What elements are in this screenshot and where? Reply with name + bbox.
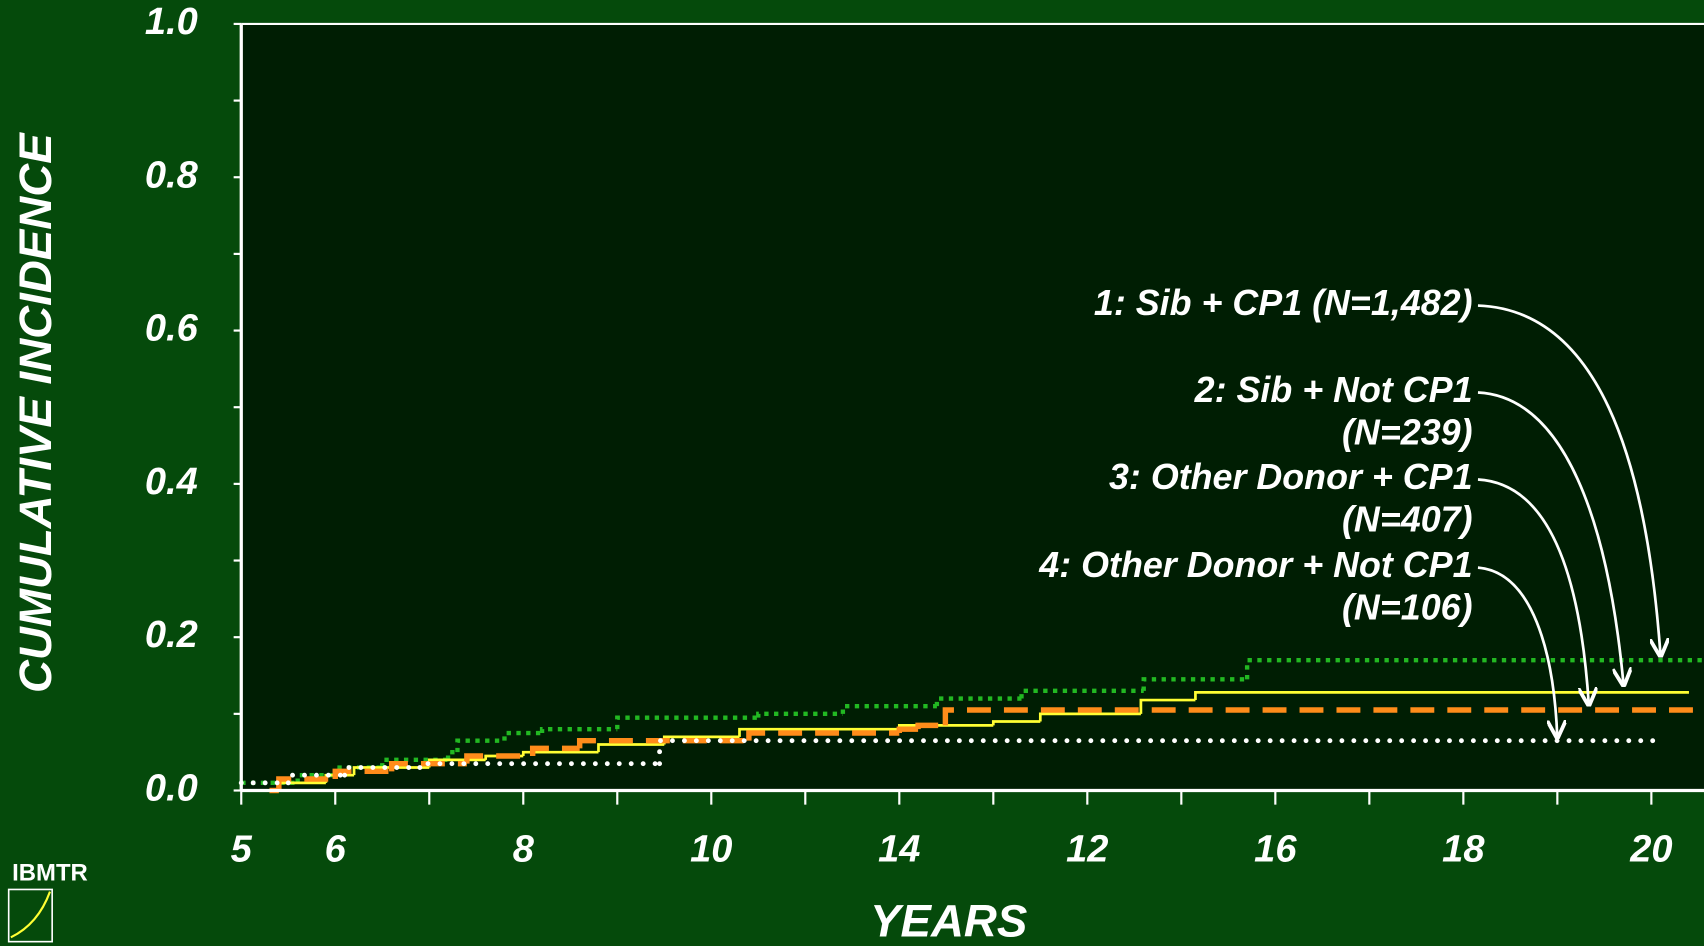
- step-segment: [1038, 712, 1141, 722]
- x-tick-label: 16: [1254, 828, 1297, 870]
- step-segment: [840, 704, 937, 714]
- step-segment: [991, 720, 1041, 726]
- step-segment: [342, 765, 423, 778]
- arrow: [1477, 391, 1624, 685]
- step-segment: [896, 726, 919, 734]
- logo-text: IBMTR: [12, 860, 88, 887]
- step-segment: [502, 730, 543, 741]
- x-tick-label: 20: [1629, 828, 1672, 870]
- series: [238, 738, 1664, 786]
- step-segment: [529, 745, 580, 757]
- step-segment: [521, 750, 599, 757]
- plot-area: [241, 23, 1704, 791]
- step-segment: [539, 727, 618, 734]
- legend-label: 3: Other Donor + CP1: [1109, 457, 1473, 497]
- x-tick-label: 6: [325, 828, 347, 870]
- arrow: [1477, 478, 1589, 705]
- x-tick-label: 14: [878, 828, 920, 870]
- step-segment: [1139, 698, 1196, 714]
- y-tick-label: 0.0: [145, 768, 198, 810]
- y-axis-title: CUMULATIVE INCIDENCE: [10, 132, 61, 693]
- step-segment: [942, 707, 1704, 726]
- step-segment: [597, 743, 665, 753]
- step-segment: [915, 722, 946, 730]
- step-segment: [332, 768, 392, 780]
- step-segment: [1244, 658, 1704, 680]
- legend-label: (N=407): [1342, 499, 1473, 539]
- series: [269, 707, 1704, 794]
- annotation-arrows: [1477, 304, 1661, 738]
- step-segment: [464, 753, 533, 764]
- step-segment: [746, 730, 900, 741]
- y-tick-label: 0.6: [145, 308, 199, 350]
- step-segment: [576, 737, 749, 749]
- step-segment: [276, 776, 336, 791]
- y-tick-label: 0.4: [145, 461, 198, 503]
- logo-curve: [10, 891, 52, 939]
- step-segment: [352, 766, 430, 776]
- legend-label: 2: Sib + Not CP1: [1194, 370, 1473, 410]
- step-segment: [1141, 677, 1248, 691]
- x-tick-label: 18: [1442, 828, 1485, 870]
- legend-label: 4: Other Donor + Not CP1: [1038, 545, 1472, 585]
- y-tick-label: 0.8: [145, 154, 199, 196]
- x-tick-label: 5: [231, 828, 253, 870]
- step-segment: [615, 715, 759, 730]
- x-axis-title: YEARS: [870, 895, 1027, 946]
- legend-label: (N=239): [1342, 412, 1473, 452]
- legend-label: 1: Sib + CP1 (N=1,482): [1094, 283, 1473, 323]
- step-segment: [934, 696, 1022, 707]
- step-segment: [657, 738, 1664, 767]
- logo-box: [7, 888, 53, 943]
- step-segment: [756, 711, 843, 718]
- step-segment: [445, 750, 458, 760]
- logo: IBMTR: [7, 860, 88, 943]
- step-segment: [455, 738, 505, 753]
- step-segment: [417, 761, 663, 770]
- legend-label: (N=106): [1342, 587, 1473, 627]
- step-segment: [380, 757, 449, 768]
- step-segment: [1019, 688, 1144, 699]
- arrow: [1477, 566, 1557, 738]
- x-tick-label: 10: [690, 828, 732, 870]
- series: [241, 658, 1704, 786]
- x-tick-label: 12: [1066, 828, 1108, 870]
- step-segment: [295, 773, 336, 783]
- step-segment: [1194, 691, 1689, 701]
- y-tick-label: 0.2: [145, 614, 198, 656]
- step-segment: [738, 727, 900, 737]
- y-tick-label: 1.0: [145, 1, 198, 43]
- x-tick-label: 8: [513, 828, 535, 870]
- arrow: [1477, 304, 1661, 656]
